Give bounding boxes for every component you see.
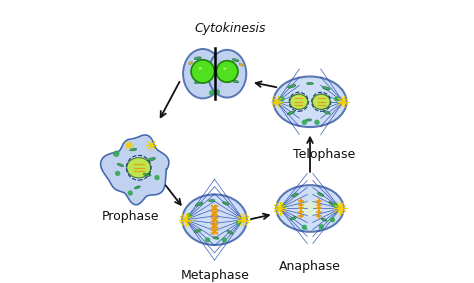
Circle shape bbox=[150, 143, 153, 147]
Ellipse shape bbox=[223, 68, 227, 70]
Circle shape bbox=[216, 61, 238, 82]
Polygon shape bbox=[100, 135, 169, 205]
Circle shape bbox=[184, 218, 187, 221]
Circle shape bbox=[275, 100, 279, 104]
Circle shape bbox=[280, 97, 284, 101]
Ellipse shape bbox=[127, 158, 151, 178]
Circle shape bbox=[338, 207, 342, 210]
Ellipse shape bbox=[208, 50, 246, 98]
Circle shape bbox=[319, 225, 323, 229]
Ellipse shape bbox=[299, 201, 321, 216]
Ellipse shape bbox=[312, 94, 330, 109]
Circle shape bbox=[218, 62, 237, 81]
Circle shape bbox=[330, 218, 335, 222]
Circle shape bbox=[187, 214, 191, 217]
Ellipse shape bbox=[209, 200, 215, 202]
Circle shape bbox=[210, 91, 214, 95]
Ellipse shape bbox=[306, 119, 312, 121]
Text: Metaphase: Metaphase bbox=[181, 269, 250, 282]
Ellipse shape bbox=[199, 67, 202, 70]
Ellipse shape bbox=[194, 81, 201, 83]
Circle shape bbox=[114, 151, 119, 156]
Ellipse shape bbox=[194, 57, 201, 60]
Ellipse shape bbox=[307, 82, 313, 85]
Ellipse shape bbox=[291, 193, 298, 197]
Circle shape bbox=[237, 220, 240, 224]
Text: Telophase: Telophase bbox=[293, 148, 356, 161]
Ellipse shape bbox=[329, 201, 333, 205]
Ellipse shape bbox=[232, 59, 239, 62]
Ellipse shape bbox=[183, 49, 222, 98]
Circle shape bbox=[192, 61, 213, 82]
Ellipse shape bbox=[143, 173, 151, 176]
Ellipse shape bbox=[147, 158, 155, 161]
Circle shape bbox=[127, 143, 130, 147]
Ellipse shape bbox=[276, 185, 344, 232]
Circle shape bbox=[302, 120, 306, 124]
Ellipse shape bbox=[222, 202, 229, 205]
Circle shape bbox=[335, 97, 338, 101]
Ellipse shape bbox=[318, 193, 324, 196]
Circle shape bbox=[341, 100, 345, 104]
Ellipse shape bbox=[239, 63, 243, 66]
Ellipse shape bbox=[135, 186, 140, 189]
Circle shape bbox=[222, 238, 226, 242]
Circle shape bbox=[242, 218, 245, 221]
Circle shape bbox=[128, 191, 132, 195]
Ellipse shape bbox=[213, 237, 219, 239]
Ellipse shape bbox=[129, 148, 137, 151]
Ellipse shape bbox=[290, 217, 296, 220]
Ellipse shape bbox=[322, 87, 330, 90]
Circle shape bbox=[333, 203, 337, 207]
Circle shape bbox=[282, 204, 285, 208]
Ellipse shape bbox=[195, 202, 203, 206]
Circle shape bbox=[116, 171, 119, 175]
Ellipse shape bbox=[288, 85, 296, 88]
Text: Prophase: Prophase bbox=[102, 210, 160, 223]
Text: Anaphase: Anaphase bbox=[279, 260, 341, 273]
Ellipse shape bbox=[182, 194, 247, 245]
Ellipse shape bbox=[232, 80, 239, 83]
Circle shape bbox=[155, 176, 159, 179]
Circle shape bbox=[315, 120, 319, 124]
Ellipse shape bbox=[321, 218, 327, 221]
Ellipse shape bbox=[287, 111, 295, 115]
Text: Cytokinesis: Cytokinesis bbox=[195, 22, 266, 35]
Circle shape bbox=[302, 225, 306, 229]
Ellipse shape bbox=[189, 62, 192, 65]
Ellipse shape bbox=[273, 76, 346, 127]
Circle shape bbox=[215, 90, 219, 94]
Circle shape bbox=[191, 60, 215, 83]
Circle shape bbox=[206, 238, 210, 242]
Ellipse shape bbox=[117, 163, 124, 166]
Circle shape bbox=[278, 207, 282, 210]
Ellipse shape bbox=[227, 231, 233, 234]
Ellipse shape bbox=[323, 111, 330, 114]
Ellipse shape bbox=[194, 230, 201, 233]
Ellipse shape bbox=[290, 94, 308, 109]
